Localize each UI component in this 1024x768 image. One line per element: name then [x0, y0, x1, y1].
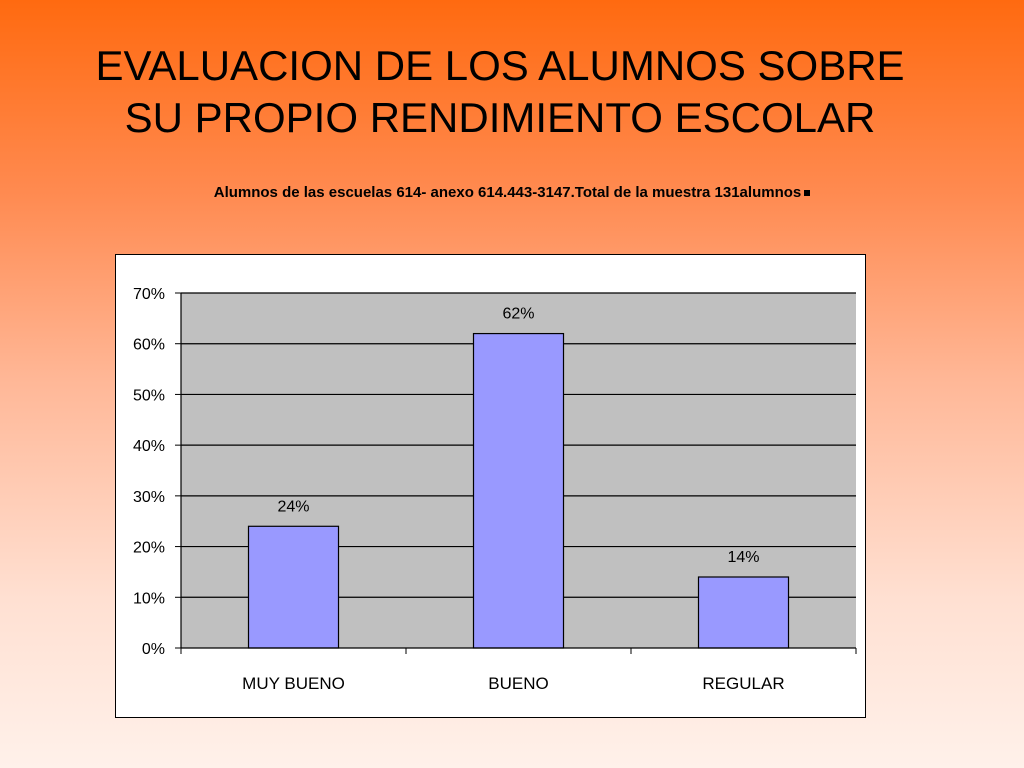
- data-labels: 24% 62% 14%: [277, 306, 759, 566]
- data-label: 24%: [277, 498, 309, 515]
- x-category-label: BUENO: [488, 674, 548, 693]
- bar: [472, 332, 565, 649]
- bar: [247, 525, 340, 649]
- chart-subtitle-text: Alumnos de las escuelas 614- anexo 614.4…: [213, 184, 802, 201]
- chart-area: 0% 10% 20% 30% 40% 50% 60% 70% MUY BUENO BUENO RE…: [115, 254, 866, 718]
- x-category-label: MUY BUENO: [242, 674, 345, 693]
- y-tick-label: 40%: [133, 438, 165, 455]
- y-tick-label: 50%: [133, 387, 165, 404]
- axes: [180, 293, 856, 649]
- y-tick-label: 70%: [133, 286, 165, 303]
- y-tick-label: 20%: [133, 540, 165, 557]
- y-axis-ticks: 0% 10% 20% 30% 40% 50% 60% 70%: [133, 286, 181, 658]
- data-label: 62%: [502, 306, 534, 323]
- bar-chart: 0% 10% 20% 30% 40% 50% 60% 70% MUY BUENO BUENO RE…: [133, 286, 857, 693]
- x-category-label: REGULAR: [702, 674, 784, 693]
- y-tick-label: 0%: [142, 641, 165, 658]
- slide-title-line-1: EVALUACION DE LOS ALUMNOS SOBRE: [95, 42, 905, 89]
- slide-title: EVALUACION DE LOS ALUMNOS SOBRE SU PROPI…: [0, 40, 1000, 144]
- x-axis-ticks: MUY BUENO BUENO REGULAR: [180, 648, 857, 693]
- bullet-square-icon: [804, 190, 811, 196]
- bar: [697, 576, 790, 649]
- y-tick-label: 30%: [133, 489, 165, 506]
- chart-subtitle: Alumnos de las escuelas 614- anexo 614.4…: [0, 184, 1024, 201]
- slide-title-line-2: SU PROPIO RENDIMIENTO ESCOLAR: [124, 94, 876, 141]
- y-tick-label: 10%: [133, 590, 165, 607]
- data-label: 14%: [727, 549, 759, 566]
- y-tick-label: 60%: [133, 337, 165, 354]
